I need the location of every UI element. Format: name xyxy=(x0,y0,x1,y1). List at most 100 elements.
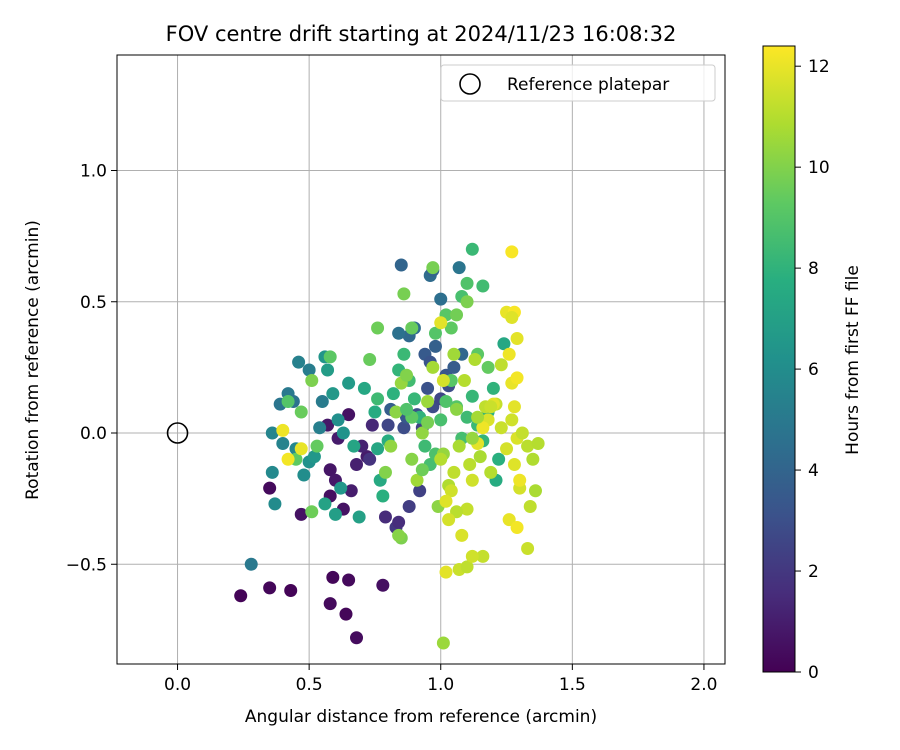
data-point xyxy=(389,405,403,419)
x-axis-label: Angular distance from reference (arcmin) xyxy=(245,707,597,727)
data-point xyxy=(294,507,308,521)
data-point xyxy=(494,358,508,372)
data-point xyxy=(492,452,506,466)
data-point xyxy=(347,439,361,453)
data-point xyxy=(434,452,448,466)
data-point xyxy=(515,426,529,440)
data-point xyxy=(426,261,440,275)
data-point xyxy=(297,468,311,482)
data-point xyxy=(384,439,398,453)
data-point xyxy=(294,405,308,419)
data-point xyxy=(476,421,490,435)
data-point xyxy=(450,308,464,322)
data-point xyxy=(460,276,474,290)
data-point xyxy=(265,426,279,440)
data-point xyxy=(307,450,321,464)
data-point xyxy=(505,311,519,324)
data-point xyxy=(363,452,377,466)
data-point xyxy=(336,426,350,440)
data-point xyxy=(531,437,545,450)
data-point xyxy=(513,473,527,487)
data-point xyxy=(447,465,461,479)
data-point xyxy=(281,452,295,466)
data-point xyxy=(502,513,516,527)
data-point xyxy=(463,458,477,471)
data-point xyxy=(444,321,458,335)
data-point xyxy=(244,557,258,571)
data-point xyxy=(484,465,498,479)
data-point xyxy=(434,413,448,427)
data-point xyxy=(397,421,411,435)
data-point xyxy=(447,347,461,361)
data-point xyxy=(376,578,390,592)
data-point xyxy=(434,292,448,306)
reference-point-marker xyxy=(166,422,189,444)
data-point xyxy=(428,326,442,340)
data-point xyxy=(510,332,524,345)
colorbar-tick-label: 6 xyxy=(808,360,819,380)
data-point xyxy=(302,363,316,377)
data-point xyxy=(402,500,416,513)
data-point xyxy=(450,505,464,519)
data-point xyxy=(276,437,290,450)
data-point xyxy=(397,287,411,301)
data-point xyxy=(352,510,366,524)
data-point xyxy=(521,542,535,555)
colorbar-tick-label: 10 xyxy=(808,158,830,178)
data-point xyxy=(378,510,392,524)
data-point xyxy=(481,360,495,374)
data-point xyxy=(505,413,519,427)
data-point xyxy=(378,465,392,479)
data-point xyxy=(526,452,540,466)
colorbar-gradient xyxy=(762,45,796,673)
plot-frame xyxy=(116,54,726,665)
data-point xyxy=(326,570,340,584)
data-point xyxy=(323,597,337,611)
data-point xyxy=(455,528,469,542)
data-point xyxy=(465,473,479,487)
data-point xyxy=(528,484,542,498)
y-tick-label: 0.5 xyxy=(80,293,107,313)
data-point xyxy=(371,392,385,406)
data-point xyxy=(334,481,348,495)
colorbar-tick-label: 12 xyxy=(808,57,830,77)
data-point xyxy=(415,463,429,477)
data-point xyxy=(460,560,474,574)
data-point xyxy=(421,416,435,429)
data-point xyxy=(371,321,385,335)
data-point xyxy=(436,374,450,387)
data-point xyxy=(452,439,466,453)
x-tick-label: 2.0 xyxy=(690,675,717,695)
data-point xyxy=(497,337,511,351)
data-point xyxy=(457,374,471,387)
data-point xyxy=(323,463,337,477)
colorbar: 0 2 4 6 8 10 12 Hours from first FF file xyxy=(762,45,863,683)
data-point xyxy=(473,450,487,464)
chart-title: FOV centre drift starting at 2024/11/23 … xyxy=(166,22,677,46)
data-point xyxy=(323,350,337,364)
data-point xyxy=(415,426,429,440)
data-point xyxy=(386,387,400,401)
data-point xyxy=(434,316,448,330)
data-point xyxy=(281,395,295,408)
data-point xyxy=(484,400,498,414)
data-point xyxy=(468,353,482,366)
legend-marker-icon xyxy=(459,73,481,95)
legend: Reference platepar xyxy=(440,64,716,102)
data-point xyxy=(342,408,356,422)
data-point xyxy=(523,500,537,513)
x-tick-label: 0.5 xyxy=(296,675,323,695)
data-point xyxy=(371,442,385,456)
data-point xyxy=(505,245,519,259)
data-point xyxy=(510,371,524,385)
data-point xyxy=(507,400,521,414)
data-point xyxy=(407,392,421,406)
plot-area xyxy=(117,55,725,664)
data-point xyxy=(452,261,466,275)
data-point xyxy=(284,584,298,597)
data-point xyxy=(460,410,474,424)
data-point xyxy=(400,368,414,382)
colorbar-tick-label: 4 xyxy=(808,461,819,481)
data-point xyxy=(471,410,485,424)
data-point xyxy=(381,418,395,432)
